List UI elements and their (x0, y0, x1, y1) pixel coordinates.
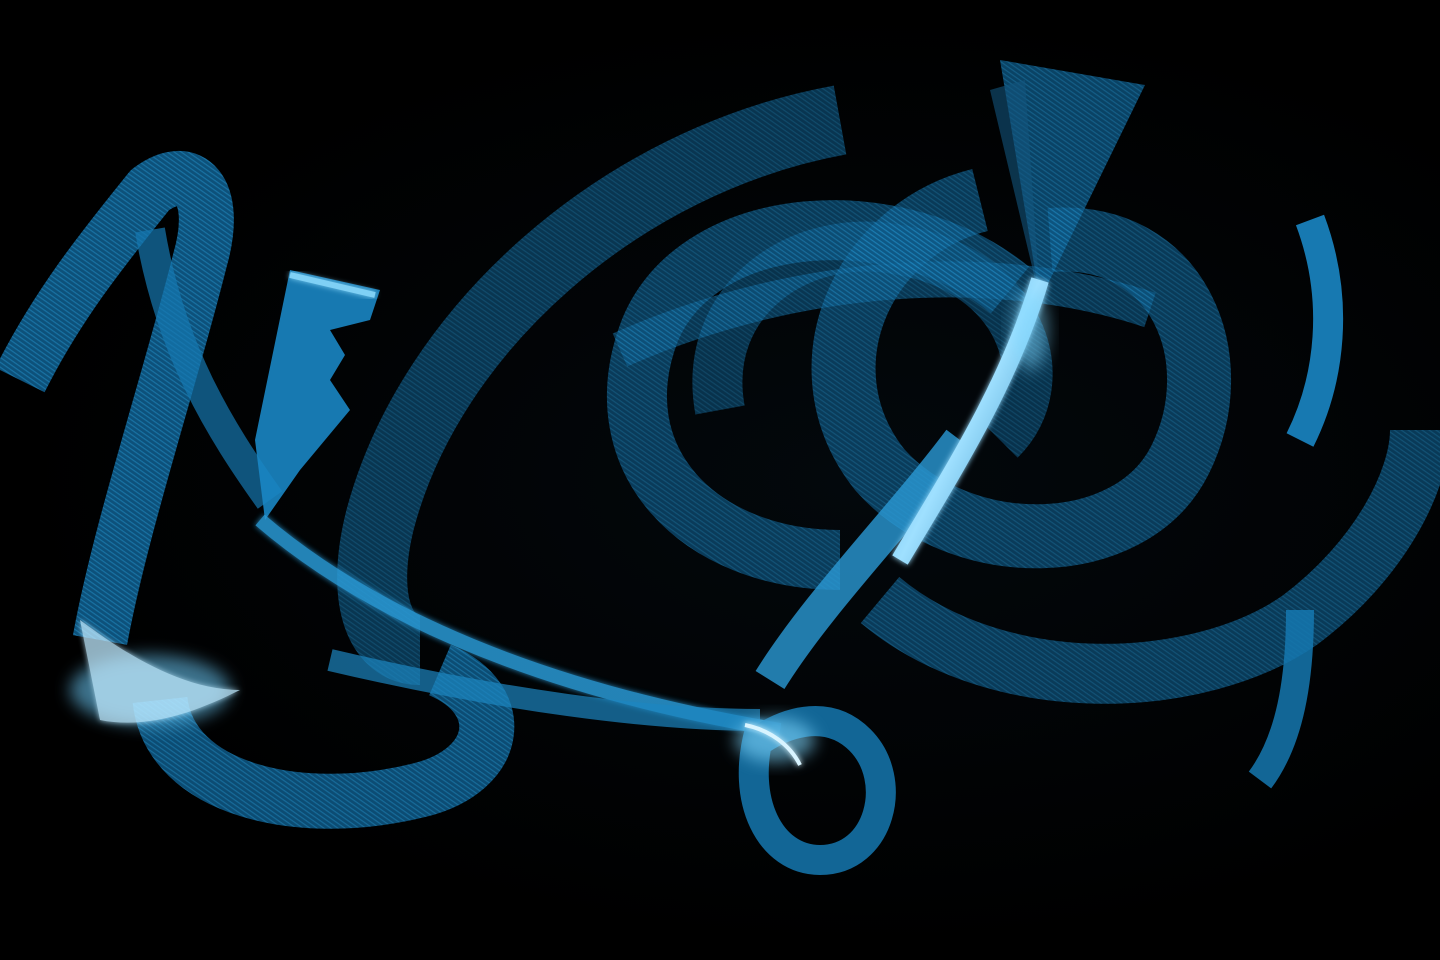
light-trail-right-sweep (860, 428, 1440, 704)
light-trail-thin-connector (255, 514, 782, 737)
light-trail-bottom-knot (738, 429, 974, 875)
bright-highlight-knot (735, 718, 815, 766)
light-trail-left-tall-stroke (0, 151, 283, 645)
light-trail-top-fan (990, 60, 1145, 300)
light-trail-middle-sweep (612, 261, 1156, 367)
bright-highlight-right (1012, 290, 1048, 370)
light-trail-large-arc (337, 85, 847, 685)
light-trail-right-vertical (1248, 214, 1344, 789)
light-trail-right-circle (811, 168, 1232, 569)
light-trail-letter-e (255, 270, 380, 520)
light-trail-lower-bowl (132, 644, 515, 829)
bright-highlight-left (70, 620, 240, 725)
